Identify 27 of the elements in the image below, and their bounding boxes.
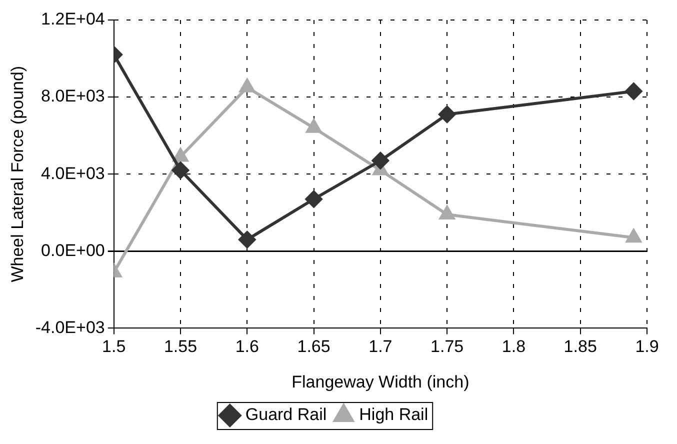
point <box>372 152 389 170</box>
y-tick-label: 1.2E+04 <box>41 10 105 29</box>
point <box>625 82 642 100</box>
x-tick-label: 1.55 <box>164 337 198 356</box>
point <box>438 106 456 123</box>
legend-label: Guard Rail <box>245 405 327 424</box>
y-tick-label: 8.0E+03 <box>41 86 105 106</box>
y-tick-label: 4.0E+03 <box>41 164 105 183</box>
point <box>305 190 322 208</box>
x-tick-label: 1.5 <box>102 337 126 356</box>
x-tick-label: 1.6 <box>235 337 259 356</box>
x-tick-label: 1.75 <box>430 337 464 356</box>
y-axis-title: Wheel Lateral Force (pound) <box>8 66 27 282</box>
point <box>172 162 190 179</box>
y-tick-label: 0.0E+00 <box>41 240 105 260</box>
y-tick-label: -4.0E+03 <box>35 318 105 337</box>
x-tick-label: 1.85 <box>564 337 597 356</box>
point <box>626 229 642 243</box>
point <box>306 119 322 133</box>
x-tick-label: 1.8 <box>502 337 526 356</box>
x-tick-label: 1.7 <box>368 337 392 356</box>
x-tick-label: 1.9 <box>635 337 659 356</box>
point <box>440 206 455 220</box>
point <box>172 148 188 162</box>
x-tick-label: 1.65 <box>297 337 330 356</box>
legend-label: High Rail <box>359 405 428 424</box>
x-axis-title: Flangeway Width (inch) <box>292 372 470 392</box>
